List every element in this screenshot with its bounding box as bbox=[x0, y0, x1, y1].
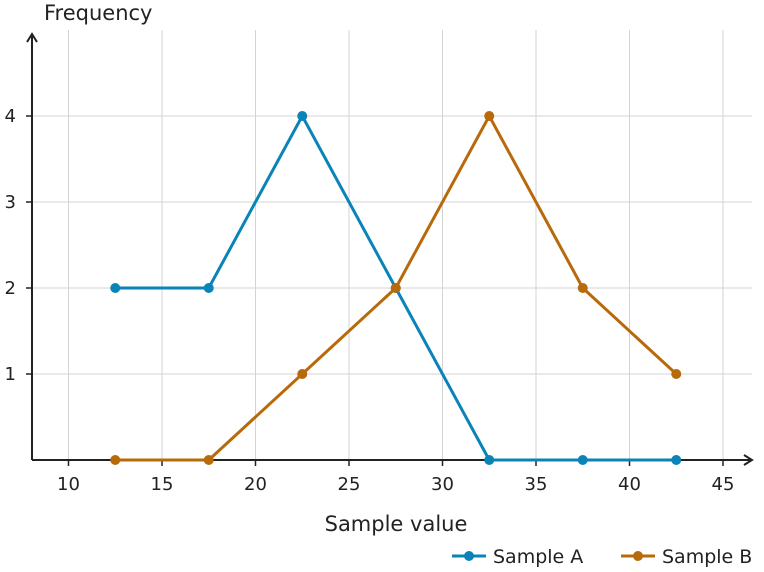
x-tick-label-0: 10 bbox=[57, 474, 80, 495]
series-1-point-6 bbox=[671, 369, 682, 379]
x-tick-label-5: 35 bbox=[525, 474, 548, 495]
series bbox=[110, 111, 682, 465]
axes bbox=[26, 32, 754, 466]
y-axis-arrow-icon bbox=[26, 32, 38, 43]
series-0-point-6 bbox=[671, 455, 682, 465]
y-tick-label-0: 1 bbox=[5, 364, 16, 385]
x-tick-label-2: 20 bbox=[244, 474, 267, 495]
series-1 bbox=[110, 111, 682, 465]
x-tick-label-3: 25 bbox=[338, 474, 361, 495]
legend-swatch-marker-0 bbox=[464, 551, 474, 561]
x-tick-label-7: 45 bbox=[712, 474, 735, 495]
series-1-point-3 bbox=[390, 283, 401, 293]
y-tick-label-3: 4 bbox=[5, 106, 16, 127]
x-tick-label-4: 30 bbox=[431, 474, 454, 495]
y-tick-label-2: 3 bbox=[5, 192, 16, 213]
series-0-point-4 bbox=[484, 455, 495, 465]
y-tick-label-1: 2 bbox=[5, 278, 16, 299]
legend-label-1: Sample B bbox=[662, 546, 752, 568]
series-1-point-1 bbox=[203, 455, 214, 465]
grid-lines bbox=[32, 30, 752, 460]
series-0-point-5 bbox=[577, 455, 588, 465]
legend-item-0: Sample A bbox=[452, 546, 583, 568]
legend: Sample A Sample B bbox=[452, 546, 752, 568]
y-axis-title: Frequency bbox=[44, 1, 153, 25]
series-0-point-0 bbox=[110, 283, 121, 293]
ticks: 10 15 20 25 30 35 40 45 1 2 3 4 bbox=[5, 106, 735, 495]
series-1-point-4 bbox=[484, 111, 495, 121]
series-1-point-2 bbox=[297, 369, 308, 379]
x-tick-label-6: 40 bbox=[618, 474, 641, 495]
series-0-point-1 bbox=[203, 283, 214, 293]
legend-item-1: Sample B bbox=[621, 546, 752, 568]
series-1-point-0 bbox=[110, 455, 121, 465]
x-axis-arrow-icon bbox=[743, 454, 754, 466]
series-0-point-2 bbox=[297, 111, 308, 121]
x-tick-label-1: 15 bbox=[151, 474, 174, 495]
x-axis-title: Sample value bbox=[325, 512, 468, 536]
series-1-point-5 bbox=[577, 283, 588, 293]
legend-label-0: Sample A bbox=[493, 546, 583, 568]
legend-swatch-marker-1 bbox=[633, 551, 643, 561]
